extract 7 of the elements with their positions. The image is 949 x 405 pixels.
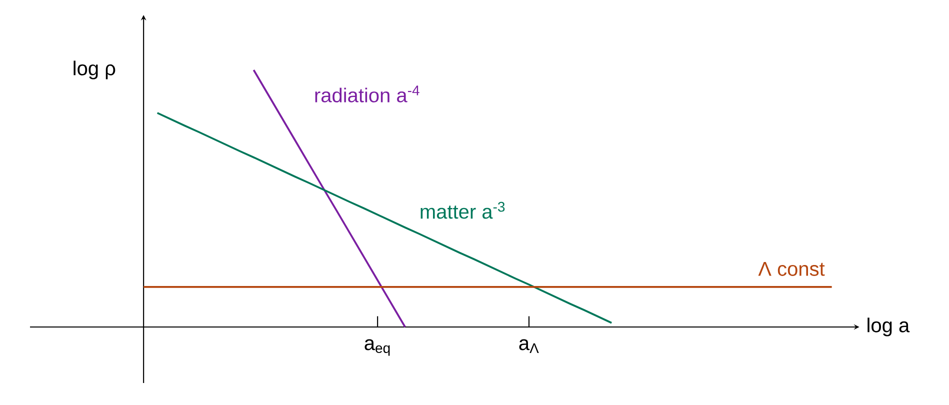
y-axis-title: log ρ bbox=[74, 60, 116, 80]
x-tick-label: a$_{eq}$ bbox=[364, 339, 390, 356]
series-label: radiation a$^{-4}$ bbox=[315, 86, 420, 102]
x-axis-title: log a bbox=[868, 318, 910, 336]
series-label: Λ const bbox=[758, 262, 825, 276]
series-label: matter a$^{-3}$ bbox=[420, 202, 505, 219]
x-tick-label: a$_{Λ}$ bbox=[519, 339, 539, 354]
